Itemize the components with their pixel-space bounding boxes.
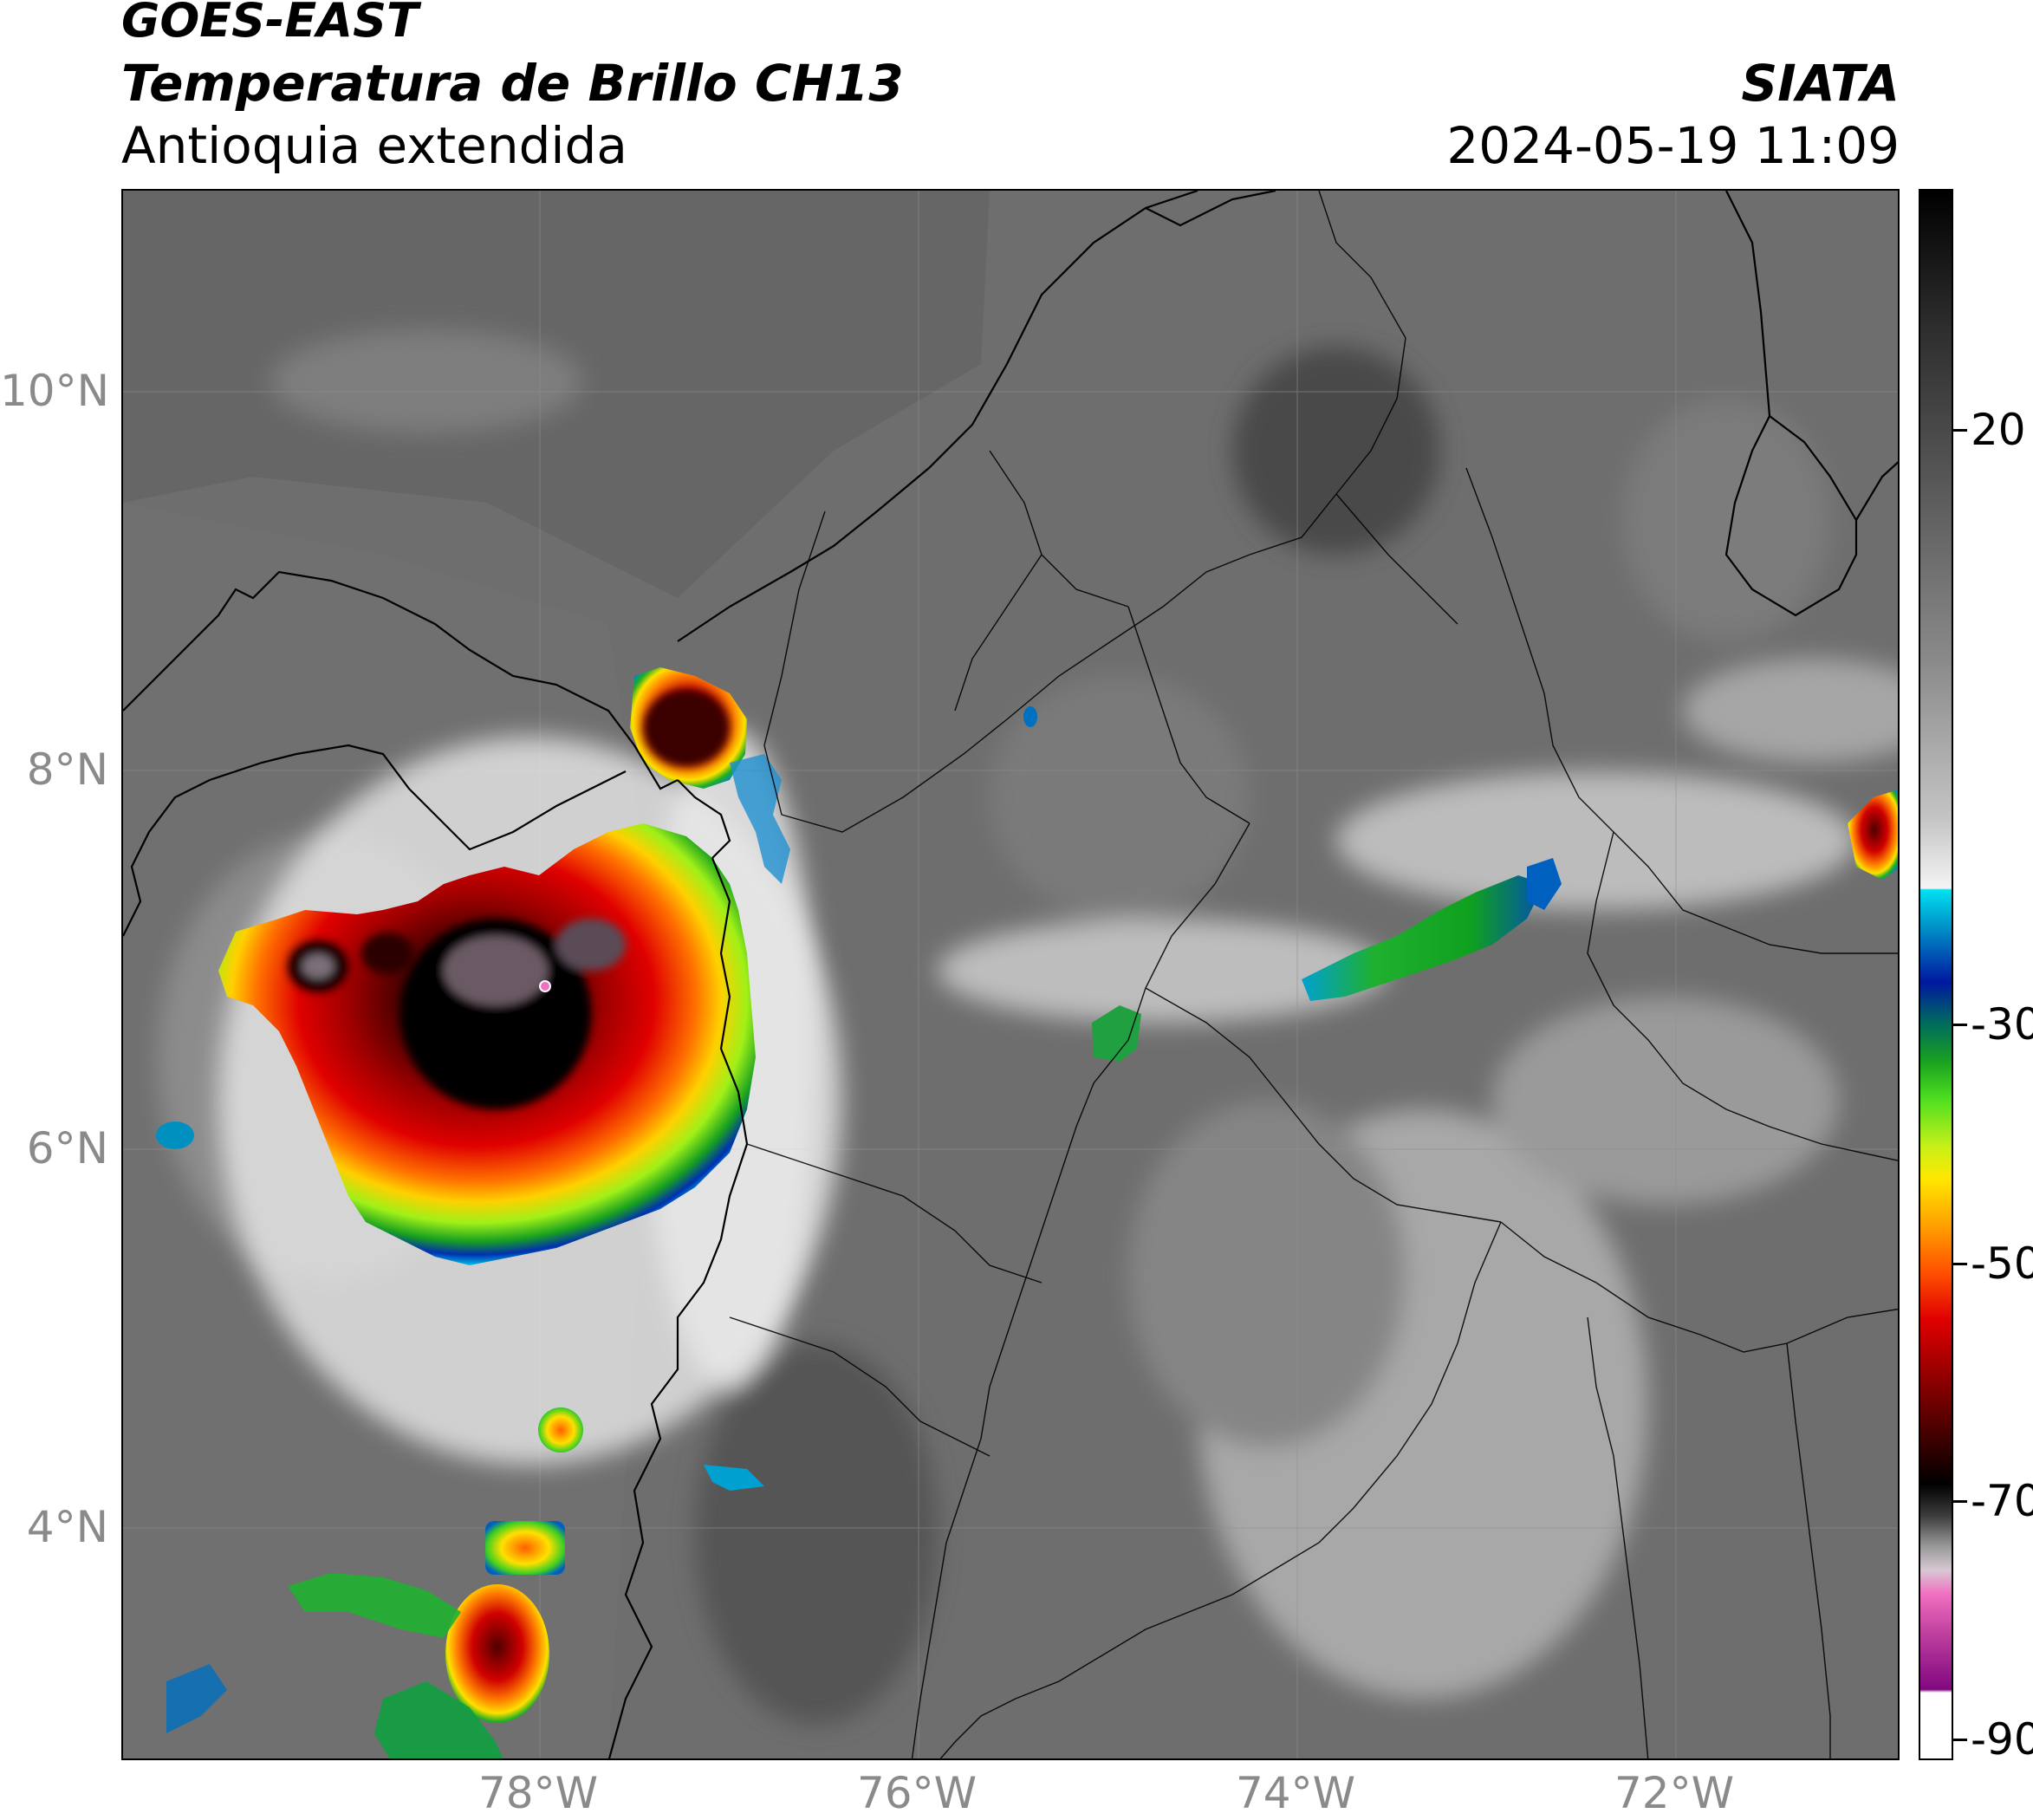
storm-south bbox=[156, 1121, 764, 1758]
product-title: Temperatura de Brillo CH13 bbox=[121, 54, 904, 113]
colorbar-tick bbox=[1953, 1739, 1967, 1741]
colorbar-tick bbox=[1953, 1500, 1967, 1503]
admin-borders bbox=[729, 191, 1898, 1758]
coastlines bbox=[123, 191, 1898, 1758]
colorbar-tick bbox=[1953, 1024, 1967, 1026]
colorbar-label-minus70: -70 bbox=[1971, 1476, 2033, 1526]
satellite-title: GOES-EAST bbox=[121, 0, 419, 48]
colorbar bbox=[1919, 189, 1953, 1760]
colorbar-tick bbox=[1953, 429, 1967, 432]
lat-label-6n: 6°N bbox=[26, 1123, 108, 1173]
colorbar-label-minus50: -50 bbox=[1971, 1238, 2033, 1289]
lat-label-4n: 4°N bbox=[26, 1502, 108, 1552]
region-subtitle: Antioquia extendida bbox=[121, 116, 627, 175]
agency-label: SIATA bbox=[1741, 54, 1900, 113]
timestamp-label: 2024-05-19 11:09 bbox=[1446, 116, 1900, 175]
colorbar-tick bbox=[1953, 1263, 1967, 1265]
lon-label-78w: 78°W bbox=[477, 1768, 599, 1818]
lon-label-72w: 72°W bbox=[1614, 1768, 1735, 1818]
colorbar-label-minus30: -30 bbox=[1971, 999, 2033, 1050]
cloud-band bbox=[1023, 706, 1562, 1062]
lon-label-74w: 74°W bbox=[1235, 1768, 1356, 1818]
lon-label-76w: 76°W bbox=[856, 1768, 978, 1818]
storm-north bbox=[630, 667, 790, 884]
satellite-map bbox=[121, 189, 1900, 1760]
colorbar-label-20: 20 bbox=[1971, 405, 2026, 455]
lat-label-10n: 10°N bbox=[0, 366, 110, 416]
map-canvas bbox=[123, 191, 1898, 1758]
storm-east-edge bbox=[1848, 790, 1898, 880]
storm-core bbox=[288, 919, 626, 1109]
colorbar-label-minus90: -90 bbox=[1971, 1714, 2033, 1765]
lat-label-8n: 8°N bbox=[26, 744, 108, 795]
